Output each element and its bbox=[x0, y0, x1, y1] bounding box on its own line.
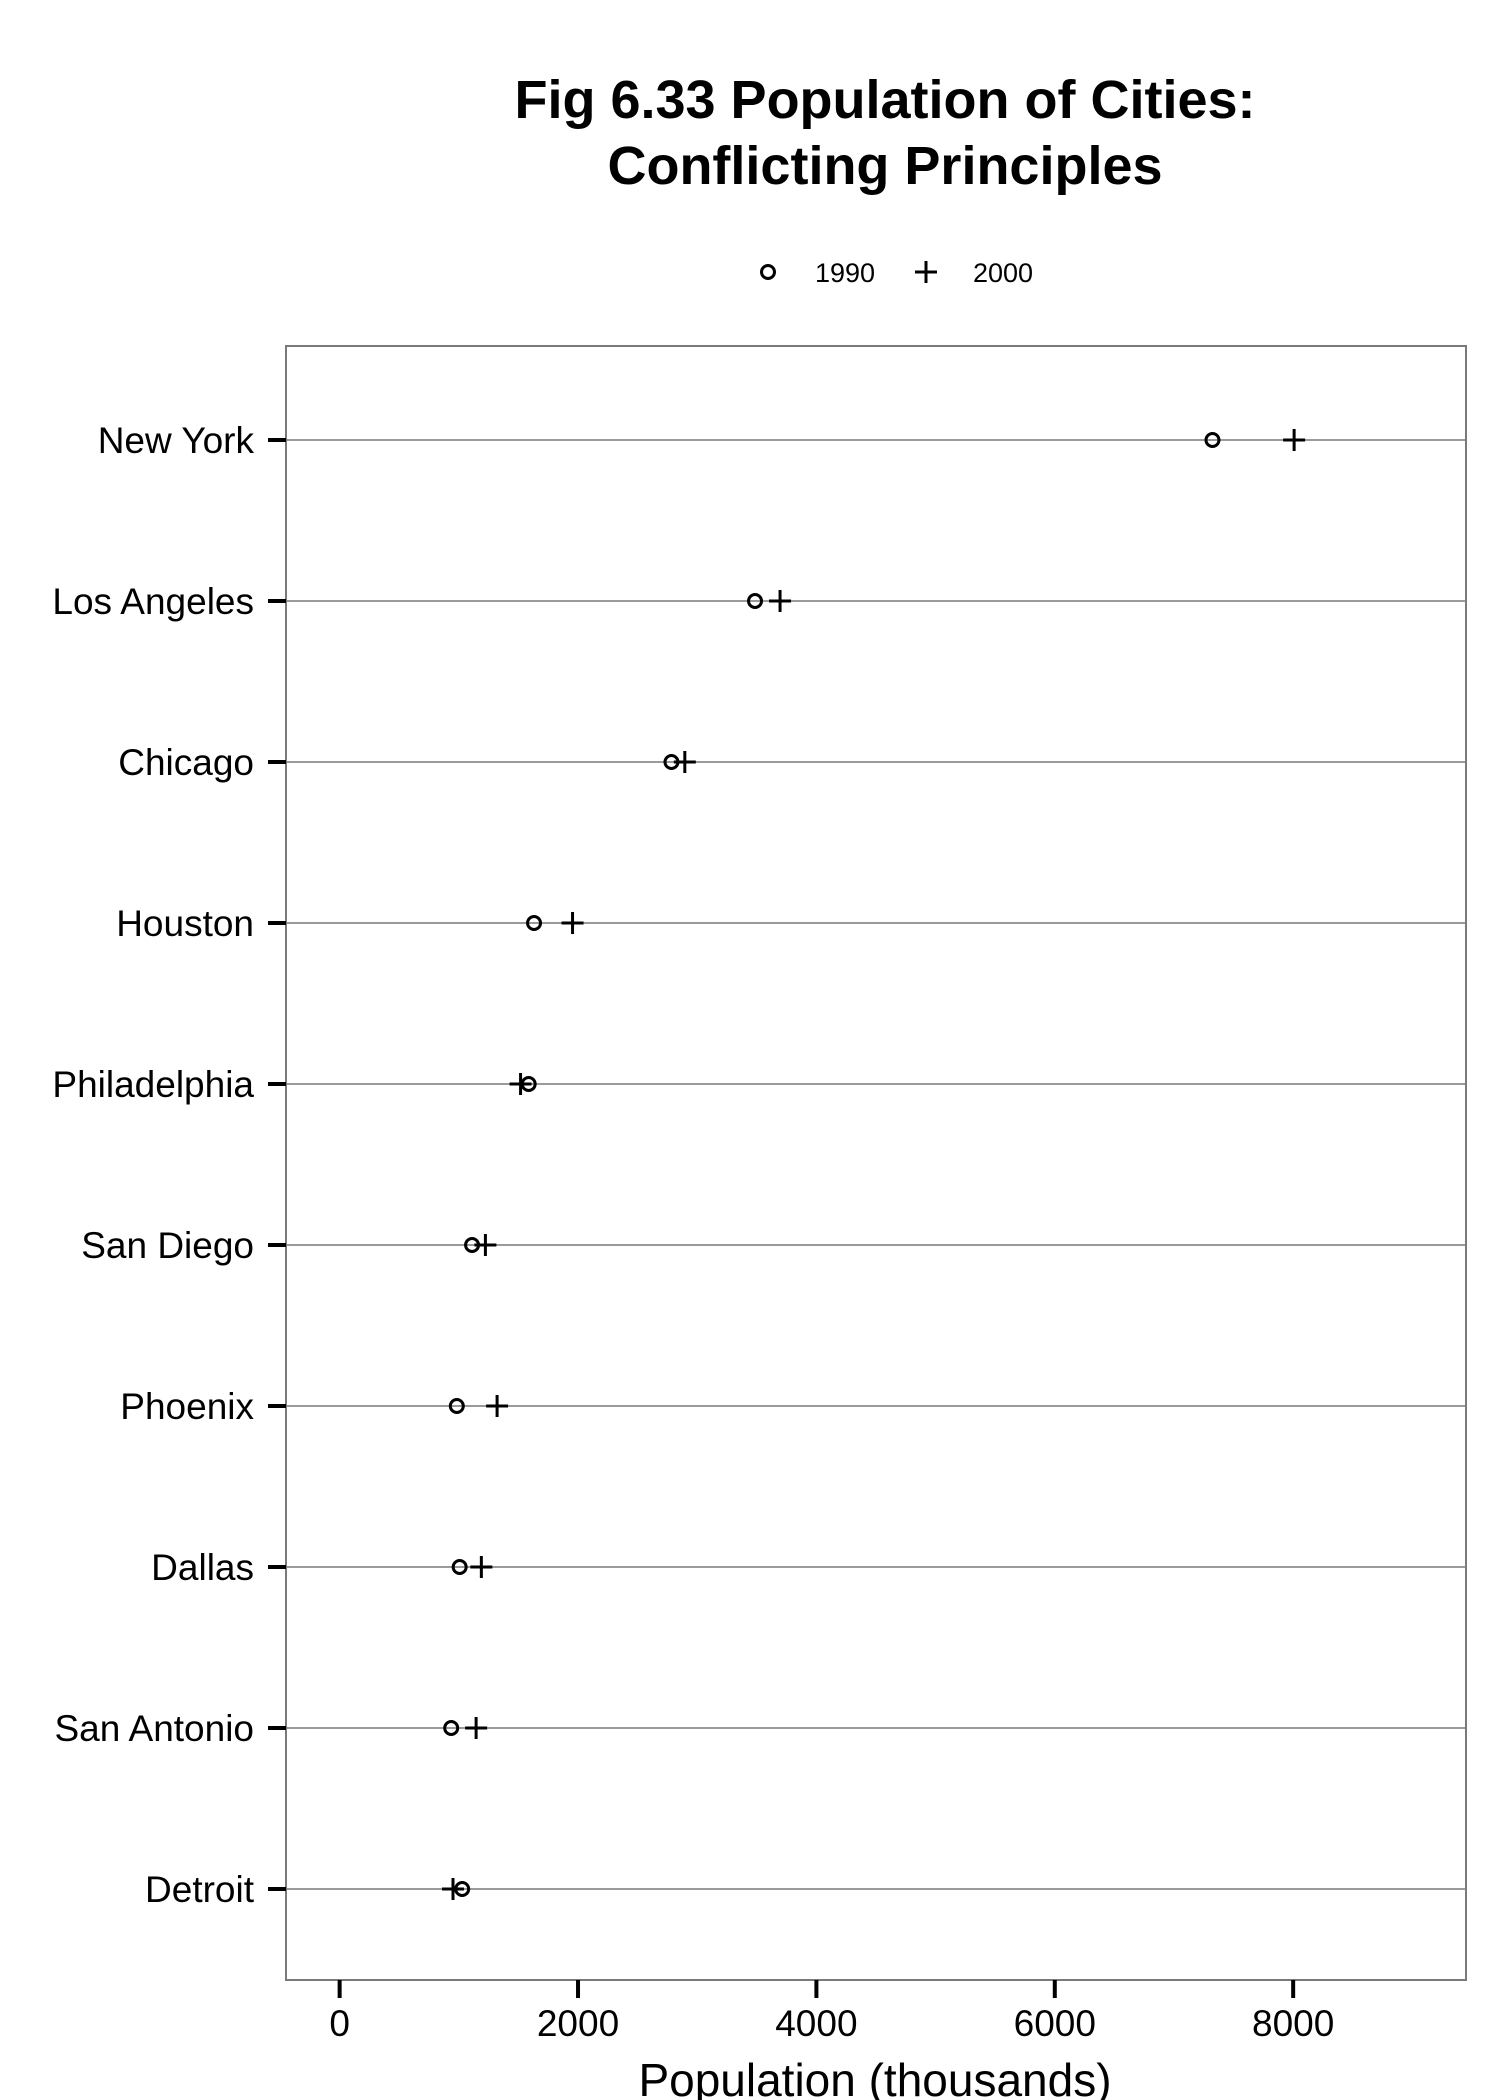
y-tick-label: Phoenix bbox=[120, 1386, 254, 1427]
y-tick-label: San Antonio bbox=[54, 1708, 254, 1749]
point-2000-6 bbox=[486, 1395, 509, 1417]
point-2000-9 bbox=[441, 1878, 464, 1900]
legend-label-2000: 2000 bbox=[973, 258, 1033, 288]
y-tick-label: New York bbox=[98, 420, 255, 461]
point-2000-7 bbox=[470, 1556, 493, 1578]
legend-label-1990: 1990 bbox=[815, 258, 875, 288]
y-tick-label: San Diego bbox=[81, 1225, 254, 1266]
chart-title-line-2: Conflicting Principles bbox=[607, 136, 1162, 196]
y-axis: New York Los Angeles Chicago Houston Philade… bbox=[52, 420, 286, 1910]
chart-title-line-1: Fig 6.33 Population of Cities: bbox=[514, 70, 1255, 130]
plot-frame bbox=[285, 345, 1467, 1981]
point-2000-3 bbox=[561, 912, 584, 934]
point-2000-1 bbox=[769, 590, 792, 612]
y-tick-label: Philadelphia bbox=[52, 1064, 254, 1105]
data-points bbox=[441, 429, 1306, 1900]
point-1990-1 bbox=[747, 593, 764, 609]
x-tick-label: 8000 bbox=[1252, 2003, 1334, 2044]
x-tick-label: 6000 bbox=[1014, 2003, 1096, 2044]
y-tick-label: Los Angeles bbox=[52, 581, 254, 622]
point-1990-7 bbox=[451, 1559, 468, 1575]
x-tick-label: 4000 bbox=[775, 2003, 857, 2044]
point-2000-0 bbox=[1283, 429, 1306, 451]
y-tick-label: Chicago bbox=[118, 742, 254, 783]
y-tick-label: Dallas bbox=[151, 1547, 254, 1588]
x-tick-label: 0 bbox=[329, 2003, 350, 2044]
y-tick-label: Houston bbox=[116, 903, 254, 944]
legend-marker-1990 bbox=[760, 264, 776, 280]
y-tick-label: Detroit bbox=[145, 1869, 255, 1910]
point-1990-8 bbox=[443, 1720, 460, 1736]
x-tick-label: 2000 bbox=[537, 2003, 619, 2044]
point-2000-8 bbox=[465, 1717, 488, 1739]
x-axis-label: Population (thousands) bbox=[638, 2054, 1111, 2100]
legend-marker-2000 bbox=[915, 261, 937, 283]
point-2000-2 bbox=[673, 751, 696, 773]
x-axis: 0 2000 4000 6000 8000 bbox=[329, 1980, 1334, 2044]
point-1990-0 bbox=[1204, 432, 1221, 448]
chart-title: Fig 6.33 Population of Cities: Conflicti… bbox=[514, 70, 1255, 196]
point-1990-3 bbox=[526, 915, 543, 931]
point-2000-4 bbox=[509, 1073, 532, 1095]
legend: 1990 2000 bbox=[760, 258, 1033, 288]
gridlines bbox=[286, 439, 1466, 1890]
point-2000-5 bbox=[474, 1234, 497, 1256]
point-1990-6 bbox=[448, 1398, 465, 1414]
